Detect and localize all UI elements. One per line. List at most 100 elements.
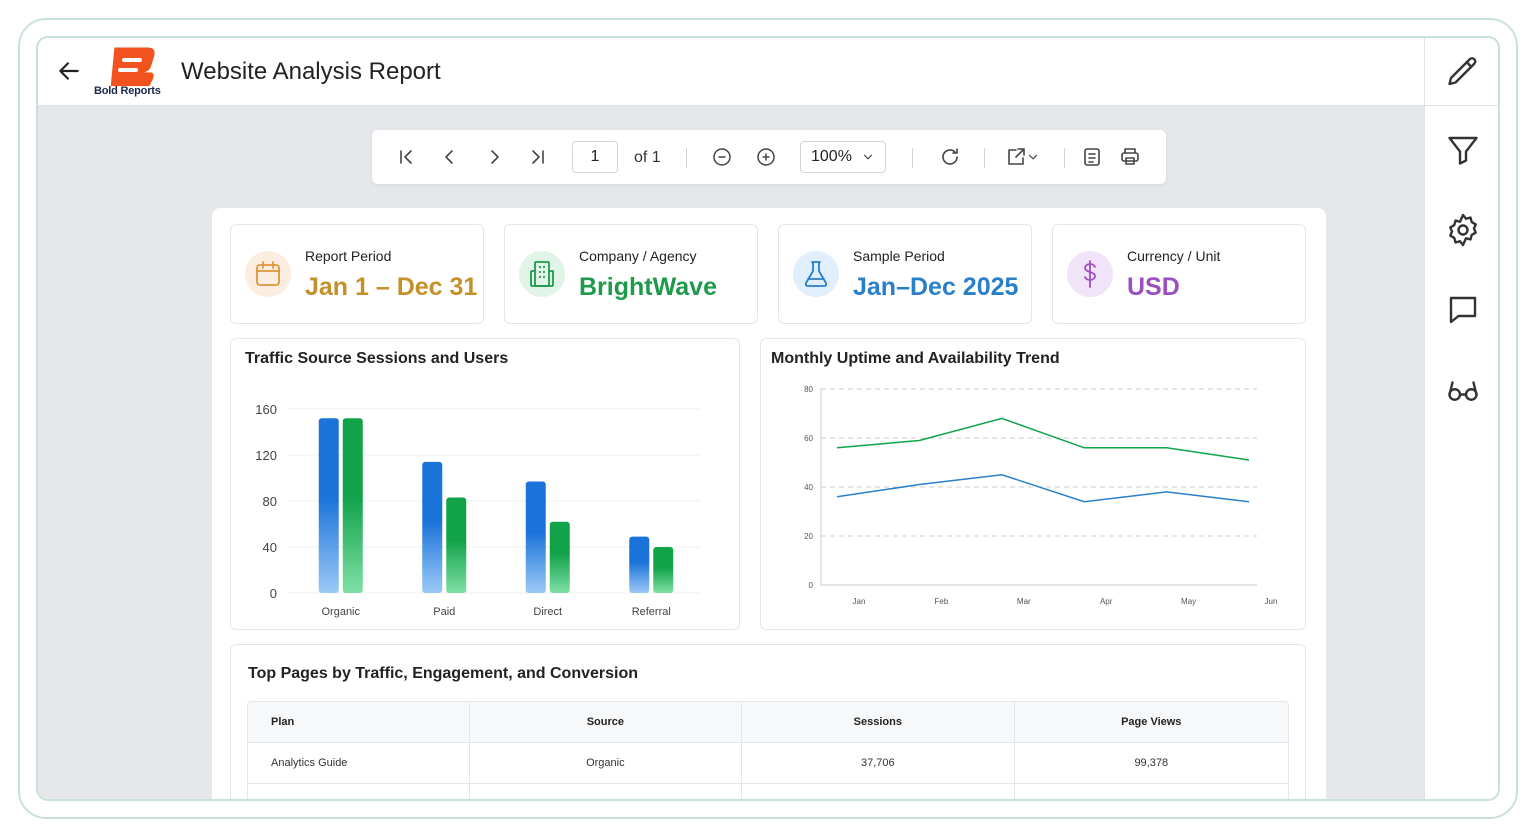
y-tick-label: 40 — [263, 540, 277, 555]
first-page-icon[interactable] — [394, 145, 418, 169]
kpi-label: Report Period — [305, 248, 392, 264]
y-tick-label: 160 — [255, 402, 277, 417]
table-cell: 99,378 — [1134, 757, 1169, 769]
zoom-value: 100% — [811, 148, 852, 165]
header: Bold Reports Website Analysis Report — [38, 38, 1424, 106]
next-page-icon[interactable] — [482, 145, 506, 169]
y-tick-label: 40 — [804, 483, 813, 492]
bold-reports-logo — [110, 47, 155, 87]
chart-title: Traffic Source Sessions and Users — [245, 350, 509, 367]
y-tick-label: 120 — [255, 448, 277, 463]
print-icon[interactable] — [1118, 145, 1142, 169]
y-tick-label: 80 — [804, 385, 813, 394]
x-tick-label: Feb — [935, 597, 949, 606]
table-row: Analytics Guide Organic 37,706 99,378 — [248, 743, 1288, 784]
previous-page-icon[interactable] — [438, 145, 462, 169]
last-page-icon[interactable] — [526, 145, 550, 169]
page-title: Website Analysis Report — [181, 58, 441, 85]
bar — [342, 418, 363, 593]
bar — [653, 547, 674, 593]
kpi-label: Currency / Unit — [1127, 248, 1221, 264]
toolbar-divider — [686, 148, 687, 168]
bar — [525, 481, 546, 593]
document-icon[interactable] — [1080, 145, 1104, 169]
logo-text: Bold Reports — [94, 85, 161, 97]
toolbar-divider — [1064, 148, 1065, 168]
gear-icon[interactable] — [1445, 212, 1481, 248]
page-count: of 1 — [634, 149, 661, 166]
kpi-value: Jan–Dec 2025 — [853, 273, 1019, 301]
x-tick-label: Mar — [1017, 597, 1031, 606]
kpi-sample-period: Sample Period Jan–Dec 2025 — [778, 224, 1032, 324]
column-header: Plan — [248, 702, 470, 742]
chart-title: Monthly Uptime and Availability Trend — [771, 350, 1060, 367]
series-line — [836, 417, 1250, 461]
y-tick-label: 60 — [804, 434, 813, 443]
kpi-currency: Currency / Unit USD — [1052, 224, 1306, 324]
table-panel: Top Pages by Traffic, Engagement, and Co… — [230, 644, 1306, 799]
comment-icon[interactable] — [1445, 292, 1481, 328]
bar — [422, 461, 443, 593]
x-tick-label: Direct — [533, 606, 562, 618]
line-chart-panel: Monthly Uptime and Availability Trend 0 2… — [760, 338, 1306, 630]
data-table: Plan Source Sessions Page Views Analytic… — [247, 701, 1289, 799]
y-tick-label: 80 — [263, 494, 277, 509]
column-header: Page Views — [1121, 716, 1182, 728]
kpi-value: USD — [1127, 273, 1180, 301]
report-viewer: Bold Reports Website Analysis Report 1 o… — [36, 36, 1500, 801]
kpi-value: BrightWave — [579, 273, 717, 301]
table-cell — [470, 784, 743, 799]
dollar-icon — [1067, 251, 1113, 297]
table-cell — [1015, 784, 1288, 799]
table-header-row: Plan Source Sessions Page Views — [248, 702, 1288, 743]
column-header: Sessions — [742, 702, 1015, 742]
side-panel — [1424, 38, 1498, 799]
x-tick-label: Organic — [321, 606, 360, 618]
x-tick-label: May — [1181, 597, 1196, 606]
refresh-icon[interactable] — [938, 145, 962, 169]
kpi-value: Jan 1 – Dec 31 — [305, 273, 478, 301]
toolbar-divider — [912, 148, 913, 168]
toolbar-divider — [984, 148, 985, 168]
bar-chart-panel: Traffic Source Sessions and Users 0 40 80 1… — [230, 338, 740, 630]
report-page: Report Period Jan 1 – Dec 31 Company / A… — [212, 208, 1326, 799]
filter-icon[interactable] — [1445, 132, 1481, 168]
building-icon — [519, 251, 565, 297]
page-number-input[interactable]: 1 — [572, 141, 618, 173]
table-cell: Analytics Guide — [248, 743, 470, 783]
export-icon[interactable] — [1004, 145, 1028, 169]
chevron-down-icon — [863, 154, 873, 160]
chevron-down-icon[interactable] — [1026, 145, 1040, 169]
zoom-dropdown[interactable]: 100% — [800, 141, 886, 173]
kpi-label: Sample Period — [853, 248, 945, 264]
back-arrow-icon[interactable] — [56, 58, 82, 84]
table-title: Top Pages by Traffic, Engagement, and Co… — [248, 665, 638, 682]
table-cell: 37,706 — [742, 743, 1015, 783]
line-chart: 0 20 40 60 80 Jan Feb Mar Apr May Jun — [804, 385, 1278, 606]
y-tick-label: 0 — [809, 581, 814, 590]
table-cell: Organic — [470, 743, 743, 783]
pencil-icon[interactable] — [1445, 54, 1481, 90]
zoom-in-icon[interactable] — [754, 145, 778, 169]
bar — [446, 497, 467, 593]
side-panel-top — [1425, 38, 1498, 106]
kpi-report-period: Report Period Jan 1 – Dec 31 — [230, 224, 484, 324]
x-tick-label: Apr — [1100, 597, 1113, 606]
column-header: Source — [470, 702, 743, 742]
bar-chart: 0 40 80 120 160 Organic Paid Direct Referral — [255, 402, 701, 618]
bar — [549, 521, 570, 593]
kpi-label: Company / Agency — [579, 248, 697, 264]
table-row — [248, 784, 1288, 799]
report-toolbar: 1 of 1 100% — [372, 130, 1166, 184]
kpi-company: Company / Agency BrightWave — [504, 224, 758, 324]
calendar-icon — [245, 251, 291, 297]
zoom-out-icon[interactable] — [710, 145, 734, 169]
y-tick-label: 20 — [804, 532, 813, 541]
x-tick-label: Jun — [1265, 597, 1278, 606]
bar — [318, 418, 339, 593]
table-cell — [742, 784, 1015, 799]
table-cell — [248, 784, 470, 799]
x-tick-label: Referral — [632, 606, 671, 618]
bar — [629, 536, 650, 593]
glasses-icon[interactable] — [1445, 372, 1481, 408]
